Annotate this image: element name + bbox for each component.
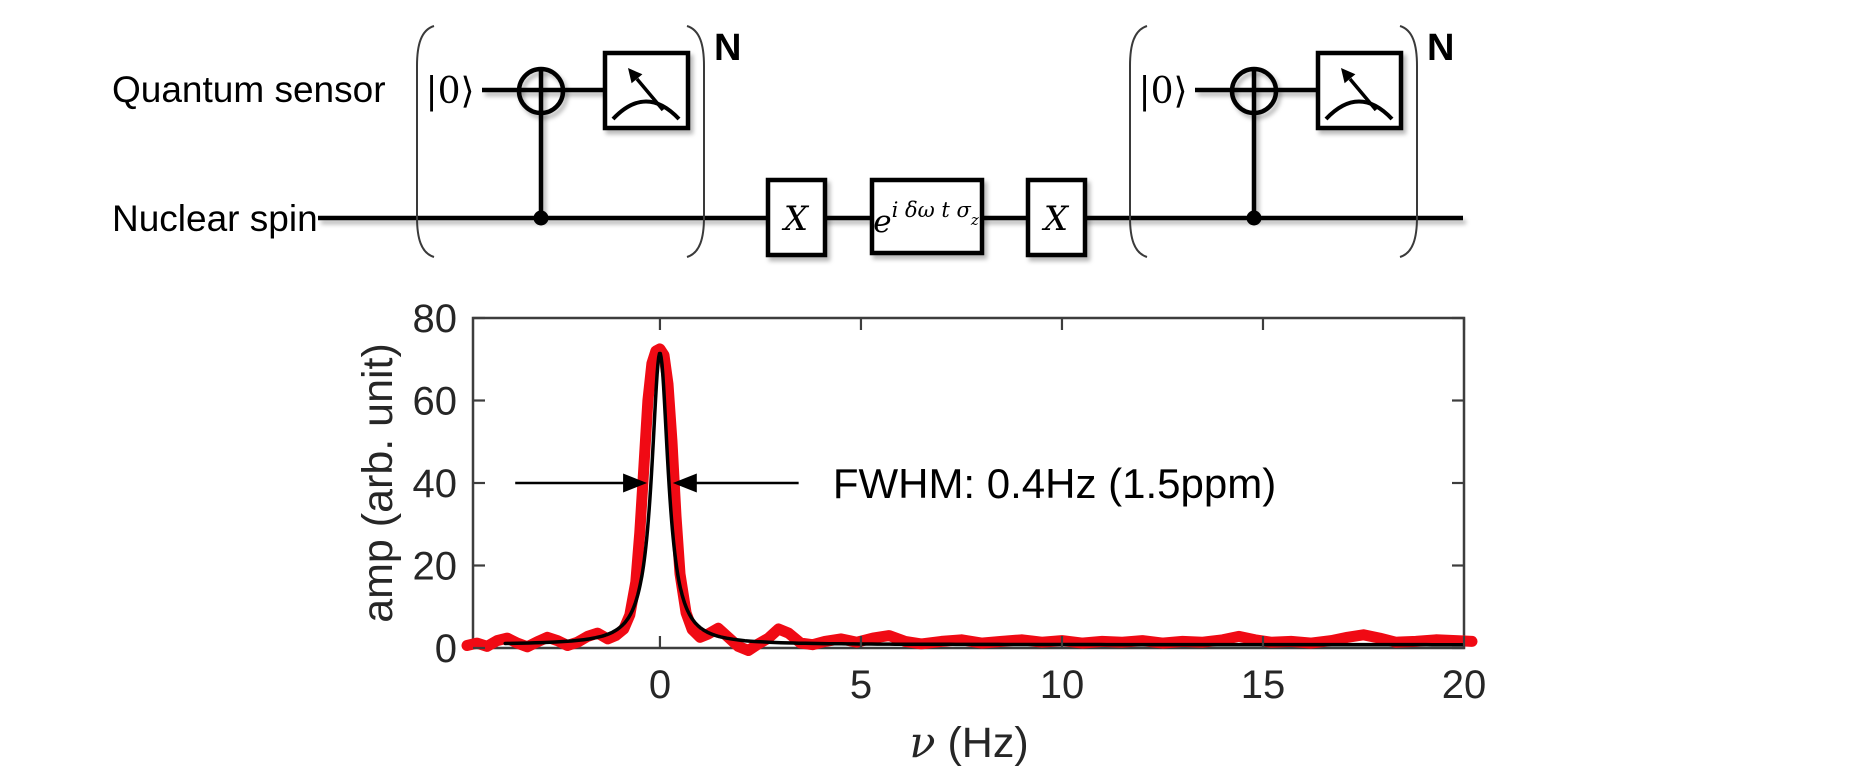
lorentzian-fit-curve	[503, 351, 1465, 647]
x-tick-label: 20	[1442, 663, 1487, 707]
meter-needle-2	[1348, 77, 1378, 112]
y-tick-label: 40	[413, 462, 458, 506]
x-tick-label: 15	[1241, 663, 1286, 707]
phase-evolution-gate-label: ei δω t σz	[873, 198, 979, 240]
repeat-count-label-2: N	[1427, 27, 1454, 69]
x-gate-left-label: X	[781, 199, 810, 239]
meter-arc-icon-2	[1324, 99, 1394, 121]
cnot-control-dot-2	[1246, 210, 1262, 226]
phase-evolution-gate-box	[869, 177, 985, 256]
quantum-sensor-label: Quantum sensor	[112, 69, 386, 110]
meter-arc-icon-1	[611, 99, 681, 121]
cnot-control-dot-1	[533, 210, 549, 226]
y-tick-label: 60	[413, 380, 458, 424]
fwhm-arrowhead-left	[623, 473, 648, 493]
repeat-count-label-1: N	[714, 27, 741, 69]
y-axis-label: amp (arb. unit)	[354, 343, 402, 623]
y-tick-label: 0	[435, 627, 457, 671]
cnot-target-icon-1	[516, 66, 566, 116]
meter-needle-arrowhead-2	[1341, 68, 1356, 84]
x-gate-left-box	[765, 177, 828, 258]
nuclear-spin-label: Nuclear spin	[112, 198, 318, 239]
repeat-block1-right-paren	[686, 25, 705, 258]
ket-zero-label-2: |0⟩	[1138, 71, 1187, 112]
meter-needle-1	[635, 77, 665, 112]
fwhm-annotation-text: FWHM: 0.4Hz (1.5ppm)	[833, 460, 1276, 507]
y-tick-label: 20	[413, 545, 458, 589]
quantum-circuit-diagram: Quantum sensor Nuclear spin |0⟩ N X ei δ…	[112, 25, 1463, 258]
x-gate-right-label: X	[1041, 199, 1070, 239]
spectrum-chart: amp (arb. unit) ν (Hz) 0 5 10 15 20 0 20 40 60 80…	[354, 297, 1487, 768]
measured-spectrum-curve	[461, 343, 1478, 656]
repeat-block2-left-paren	[1129, 25, 1148, 258]
x-axis-label: ν (Hz)	[909, 718, 1028, 768]
repeat-block2-right-paren	[1399, 25, 1418, 258]
x-tick-label: 10	[1040, 663, 1085, 707]
cnot-target-icon-2	[1229, 66, 1279, 116]
meter-needle-arrowhead-1	[628, 68, 643, 84]
fwhm-arrowhead-right	[672, 473, 697, 493]
y-tick-label: 80	[413, 297, 458, 341]
x-gate-right-box	[1025, 177, 1088, 258]
x-tick-label: 5	[850, 663, 872, 707]
x-tick-label: 0	[649, 663, 671, 707]
repeat-block1-left-paren	[416, 25, 435, 258]
ket-zero-label-1: |0⟩	[425, 71, 474, 112]
